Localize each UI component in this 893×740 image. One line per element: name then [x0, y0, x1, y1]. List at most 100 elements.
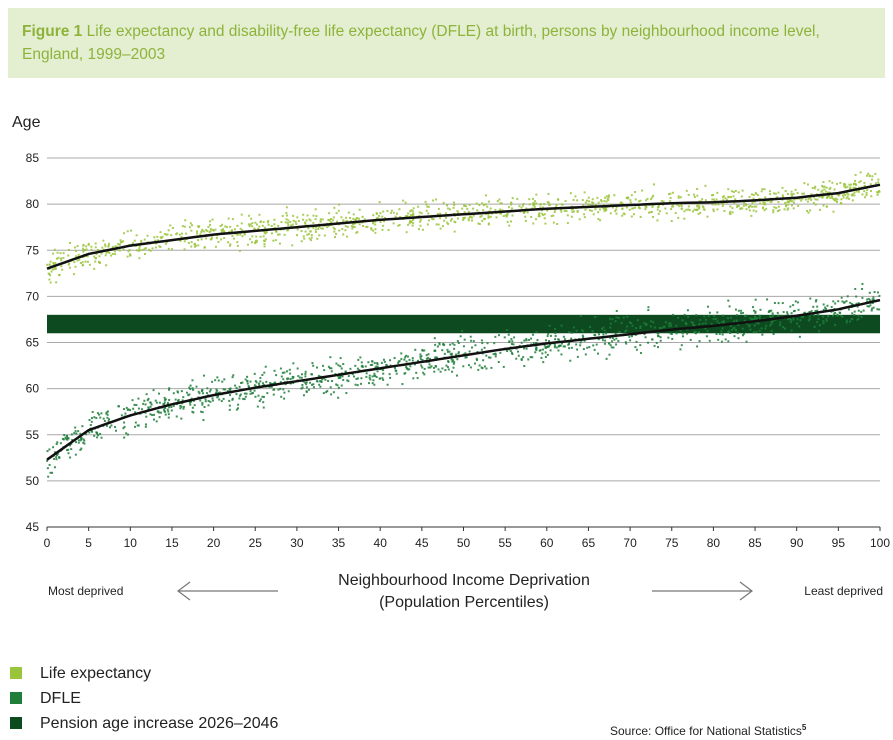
data-point — [305, 219, 308, 222]
data-point — [180, 405, 183, 408]
data-point — [404, 356, 407, 359]
data-point — [94, 242, 97, 245]
data-point — [215, 388, 218, 391]
data-point — [437, 368, 440, 371]
data-point — [807, 197, 810, 200]
data-point — [203, 230, 206, 233]
x-tick-label: 95 — [832, 536, 846, 550]
data-point — [332, 216, 335, 219]
data-point — [489, 207, 492, 210]
data-point — [856, 318, 859, 321]
data-point — [408, 222, 411, 225]
data-point — [286, 221, 289, 224]
data-point — [603, 329, 606, 332]
data-point — [141, 248, 144, 251]
data-point — [358, 208, 361, 211]
source-note: Source: Office for National Statistics5 — [610, 723, 807, 738]
data-point — [429, 366, 432, 369]
data-point — [878, 308, 881, 311]
data-point — [872, 306, 875, 309]
data-point — [737, 191, 740, 194]
data-point — [828, 188, 831, 191]
data-point — [202, 374, 205, 377]
data-point — [196, 230, 199, 233]
data-point — [470, 216, 473, 219]
data-point — [259, 398, 262, 401]
data-point — [441, 225, 444, 228]
data-point — [522, 203, 525, 206]
data-point — [229, 389, 232, 392]
data-point — [398, 208, 401, 211]
data-point — [319, 380, 322, 383]
data-point — [78, 258, 81, 261]
data-point — [675, 324, 678, 327]
data-point — [571, 210, 574, 213]
data-point — [272, 388, 275, 391]
data-point — [750, 193, 753, 196]
data-point — [852, 193, 855, 196]
data-point — [325, 391, 328, 394]
data-point — [138, 247, 141, 250]
data-point — [807, 211, 810, 214]
data-point — [466, 207, 469, 210]
data-point — [61, 437, 64, 440]
data-point — [167, 416, 170, 419]
data-point — [606, 197, 609, 200]
x-tick-label: 60 — [540, 536, 554, 550]
data-point — [756, 317, 759, 320]
data-point — [644, 208, 647, 211]
data-point — [70, 433, 73, 436]
data-point — [451, 370, 454, 373]
data-point — [355, 231, 358, 234]
data-point — [558, 344, 561, 347]
data-point — [811, 187, 814, 190]
data-point — [683, 210, 686, 213]
data-point — [439, 212, 442, 215]
data-point — [525, 347, 528, 350]
data-point — [433, 370, 436, 373]
data-point — [748, 195, 751, 198]
data-point — [337, 209, 340, 212]
data-point — [427, 212, 430, 215]
data-point — [304, 222, 307, 225]
data-point — [203, 406, 206, 409]
data-point — [559, 208, 562, 211]
data-point — [808, 315, 811, 318]
data-point — [772, 211, 775, 214]
data-point — [512, 343, 515, 346]
data-point — [425, 203, 428, 206]
data-point — [537, 213, 540, 216]
data-point — [435, 365, 438, 368]
data-point — [374, 374, 377, 377]
data-point — [238, 397, 241, 400]
data-point — [444, 369, 447, 372]
data-point — [544, 355, 547, 358]
data-point — [304, 372, 307, 375]
data-point — [295, 222, 298, 225]
data-point — [205, 229, 208, 232]
data-point — [82, 247, 85, 250]
data-point — [304, 221, 307, 224]
data-point — [846, 185, 849, 188]
data-point — [600, 327, 603, 330]
data-point — [569, 359, 572, 362]
data-point — [798, 325, 801, 328]
data-point — [685, 323, 688, 326]
data-point — [625, 342, 628, 345]
data-point — [275, 374, 278, 377]
data-point — [165, 233, 168, 236]
data-point — [292, 376, 295, 379]
data-point — [164, 413, 167, 416]
data-point — [266, 392, 269, 395]
data-point — [594, 334, 597, 337]
data-point — [262, 395, 265, 398]
data-point — [716, 208, 719, 211]
data-point — [751, 306, 754, 309]
data-point — [347, 375, 350, 378]
data-point — [840, 296, 843, 299]
data-point — [382, 369, 385, 372]
data-point — [850, 193, 853, 196]
data-point — [67, 448, 70, 451]
data-point — [857, 317, 860, 320]
data-point — [693, 324, 696, 327]
